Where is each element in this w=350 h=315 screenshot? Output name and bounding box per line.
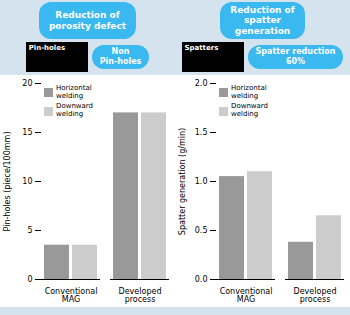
html-text:Horizontal welding: Horizontal welding	[231, 84, 267, 100]
html-text:Pin-holes: Pin-holes	[28, 44, 66, 52]
svg-text:Developedprocess: Developedprocess	[119, 287, 162, 304]
svg-text:ConventionalMAG: ConventionalMAG	[45, 287, 98, 304]
svg-text:Spatter generation (g/min): Spatter generation (g/min)	[178, 128, 187, 235]
html-text:Horizontal welding: Horizontal welding	[56, 84, 92, 100]
svg-text:0: 0	[27, 275, 32, 284]
svg-text:ConventionalMAG: ConventionalMAG	[220, 287, 273, 304]
html-text:Spatters: Spatters	[184, 44, 219, 52]
html-text:Reduction of porosity defect: Reduction of porosity defect	[48, 10, 127, 31]
html-text:Reduction of spatter generatio: Reduction of spatter generation	[230, 5, 295, 36]
svg-text:10: 10	[22, 177, 32, 186]
html-text:Non Pin-holes: Non Pin-holes	[99, 47, 142, 66]
svg-text:Developedprocess: Developedprocess	[294, 287, 337, 304]
svg-text:2.0: 2.0	[195, 79, 208, 88]
svg-text:0.0: 0.0	[195, 275, 208, 284]
html-text:Spatter reduction 60%: Spatter reduction 60%	[255, 47, 336, 66]
html-text:Downward welding: Downward welding	[56, 102, 94, 119]
svg-text:1.5: 1.5	[195, 128, 208, 137]
svg-text:0.5: 0.5	[195, 226, 208, 235]
svg-text:15: 15	[22, 128, 32, 137]
svg-text:20: 20	[22, 79, 32, 88]
svg-text:Pin-holes (piece/100mm): Pin-holes (piece/100mm)	[3, 132, 12, 232]
svg-text:5: 5	[27, 226, 32, 235]
svg-text:1.0: 1.0	[195, 177, 208, 186]
html-text:Downward welding: Downward welding	[231, 102, 269, 119]
